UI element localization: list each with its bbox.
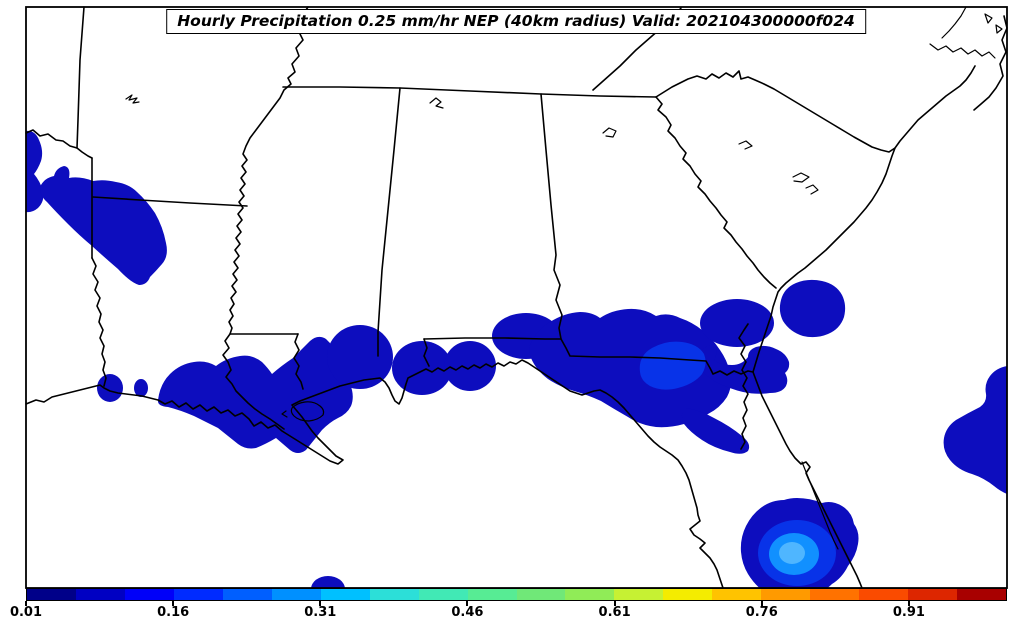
- colorbar-segment: [957, 589, 1007, 600]
- precip-contours: [26, 130, 1007, 588]
- colorbar-segment: [663, 589, 713, 600]
- precip-blob-sabine-coast: [97, 374, 123, 402]
- colorbar: [26, 588, 1007, 601]
- map-lines: [25, 6, 1008, 589]
- river-pearl: [294, 334, 303, 389]
- precip-blob-ms-coast: [327, 325, 393, 389]
- precip-blob-pensacola: [444, 341, 496, 391]
- colorbar-segment: [859, 589, 909, 600]
- precip-blob-sw-georgia: [700, 299, 774, 347]
- state-border-nc-sc: [656, 71, 895, 152]
- coastline-indian-river-lagoon: [802, 462, 838, 549]
- state-border-ga-sc: [656, 97, 776, 288]
- precip-blob-atlantic-edge: [943, 366, 1007, 494]
- lake-murray: [739, 141, 752, 149]
- precip-inner-panhandle: [639, 341, 706, 390]
- colorbar-segment: [173, 589, 223, 600]
- colorbar-segment: [271, 589, 321, 600]
- coastline-outer-banks: [974, 16, 1007, 110]
- colorbar-segment: [614, 589, 664, 600]
- colorbar-segment: [712, 589, 762, 600]
- precip-blob-small-coastal: [134, 379, 148, 397]
- colorbar-segment: [75, 589, 125, 600]
- lake-pickwick: [430, 98, 443, 108]
- map-frame: [25, 6, 1008, 589]
- state-border-ok-ar: [77, 7, 84, 148]
- river-sabine: [92, 258, 106, 386]
- coastline-pamlico-sound: [930, 44, 995, 58]
- state-border-al-fl: [424, 338, 561, 339]
- state-border-tennessee-south: [283, 87, 656, 97]
- precip-blob-big-bend: [681, 408, 750, 454]
- river-coastal-nc: [942, 7, 966, 38]
- state-border-fl-ga: [561, 339, 753, 375]
- precip-blob-east-texas: [40, 166, 167, 285]
- lake-lanier: [603, 128, 616, 137]
- river-perdido: [424, 339, 429, 366]
- precip-blob-mobile: [392, 341, 452, 395]
- colorbar-segment: [27, 589, 76, 600]
- colorbar-segment: [761, 589, 811, 600]
- page-title: Hourly Precipitation 0.25 mm/hr NEP (40k…: [177, 12, 855, 30]
- colorbar-segment: [908, 589, 958, 600]
- colorbar-segment: [467, 589, 517, 600]
- colorbar-segment: [124, 589, 174, 600]
- precip-blob-panhandle: [529, 308, 731, 428]
- colorbar-segment: [320, 589, 370, 600]
- precip-inner-south-florida-4: [779, 542, 805, 564]
- island-nc-1: [985, 14, 992, 23]
- colorbar-segment: [222, 589, 272, 600]
- coastline-atlantic-north: [753, 66, 975, 372]
- river-st-johns: [739, 324, 748, 449]
- colorbar-segment: [565, 589, 615, 600]
- colorbar-segment: [418, 589, 468, 600]
- title-box: Hourly Precipitation 0.25 mm/hr NEP (40k…: [166, 9, 866, 34]
- colorbar-segment: [810, 589, 860, 600]
- precip-blob-louisiana: [157, 336, 353, 453]
- precip-blob-west-texas-edge: [26, 130, 44, 213]
- lake-moultrie: [806, 185, 818, 194]
- island-nc-2: [996, 25, 1002, 33]
- lake-marion: [793, 173, 809, 182]
- precip-blob-ne-florida: [698, 344, 790, 394]
- river-red-west: [26, 130, 92, 158]
- river-mississippi: [229, 7, 308, 334]
- state-border-ar-la: [93, 197, 247, 206]
- river-mississippi-louisiana: [223, 334, 284, 429]
- state-border-al-ga: [541, 94, 562, 339]
- colorbar-segment: [516, 589, 566, 600]
- lake-pontchartrain: [282, 402, 324, 421]
- colorbar-segment: [369, 589, 419, 600]
- lake-caddo: [126, 95, 139, 103]
- precip-blob-savannah: [779, 279, 846, 338]
- state-border-ms-al: [378, 88, 400, 356]
- precip-blob-gulf-south: [311, 576, 345, 588]
- coastline-gulf: [26, 360, 723, 588]
